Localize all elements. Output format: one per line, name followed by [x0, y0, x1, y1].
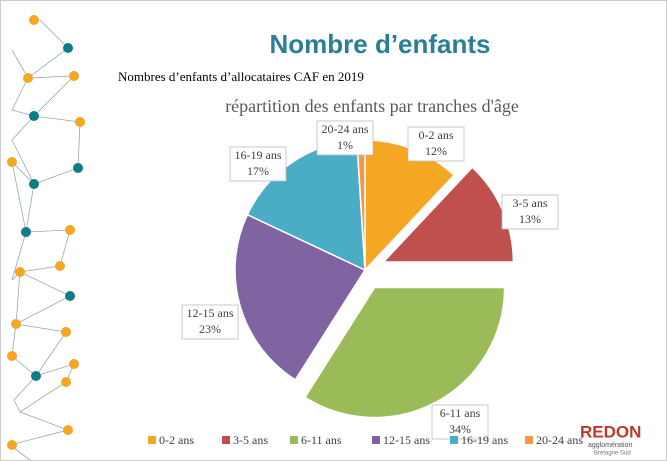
logo-line: agglomération	[588, 442, 632, 449]
legend-swatch	[148, 436, 156, 444]
data-label-value: 13%	[519, 212, 541, 226]
legend-swatch	[290, 436, 298, 444]
pie	[234, 139, 515, 419]
data-label-value: 1%	[337, 138, 353, 152]
chart-title: répartition des enfants par tranches d'â…	[225, 96, 519, 116]
data-label-category: 16-19 ans	[235, 148, 282, 162]
logo-name: REDON	[580, 422, 641, 441]
logo: REDON agglomération Bretagne Sud	[580, 422, 641, 456]
data-label-category: 0-2 ans	[419, 128, 454, 142]
label-box	[181, 304, 239, 340]
legend-swatch	[525, 436, 533, 444]
legend-swatch	[222, 436, 230, 444]
label-box	[316, 120, 374, 156]
data-label-category: 12-15 ans	[187, 306, 234, 320]
legend-label: 6-11 ans	[301, 433, 342, 447]
legend-label: 12-15 ans	[383, 433, 430, 447]
legend-swatch	[450, 436, 458, 444]
data-label-category: 20-24 ans	[322, 122, 369, 136]
label-box	[501, 194, 559, 230]
legend-label: 0-2 ans	[159, 433, 194, 447]
legend: 0-2 ans 3-5 ans 6-11 ans 12-15 ans 16-19 ans…	[148, 433, 583, 447]
data-label-category: 3-5 ans	[513, 196, 548, 210]
pie-slice	[303, 286, 506, 419]
label-box	[229, 146, 287, 182]
legend-swatch	[372, 436, 380, 444]
data-labels: 0-2 ans 12% 3-5 ans 13% 6-11 ans 34% 12-15 ans…	[181, 120, 559, 440]
legend-label: 20-24 ans	[536, 433, 583, 447]
data-label-category: 6-11 ans	[440, 406, 481, 420]
legend-label: 16-19 ans	[461, 433, 508, 447]
slide-title: Nombre d’enfants	[269, 29, 490, 59]
label-box	[431, 404, 489, 440]
legend-label: 3-5 ans	[233, 433, 268, 447]
slide-subtitle: Nombres d’enfants d’allocataires CAF en …	[118, 69, 364, 84]
data-label-value: 17%	[247, 164, 269, 178]
decoration	[7, 15, 85, 461]
pie-slice	[234, 213, 367, 381]
label-box	[407, 126, 465, 162]
logo-line: Bretagne Sud	[594, 451, 631, 457]
data-label-value: 12%	[425, 144, 447, 158]
data-label-value: 34%	[449, 422, 471, 436]
data-label-value: 23%	[199, 322, 221, 336]
